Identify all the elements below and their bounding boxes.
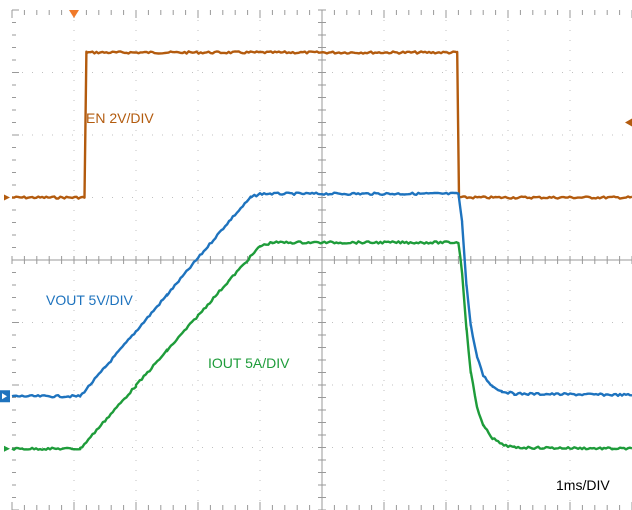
- ch3-ground-marker: [4, 445, 10, 452]
- scope-traces: [11, 50, 632, 451]
- ch2-ground-marker-arrow: [2, 393, 7, 400]
- iout-channel-label: IOUT 5A/DIV: [208, 355, 290, 371]
- en-channel-label: EN 2V/DIV: [86, 110, 154, 126]
- scope-markers: [0, 10, 632, 452]
- vout-trace: [11, 191, 632, 399]
- trigger-position-marker: [69, 10, 79, 18]
- timebase-label: 1ms/DIV: [556, 477, 610, 493]
- vout-channel-label: VOUT 5V/DIV: [46, 292, 134, 308]
- scope-grid: [11, 9, 632, 510]
- en-trace: [11, 50, 632, 200]
- iout-trace: [11, 240, 632, 451]
- trigger-level-marker: [625, 118, 632, 127]
- ch1-ground-marker: [4, 194, 10, 201]
